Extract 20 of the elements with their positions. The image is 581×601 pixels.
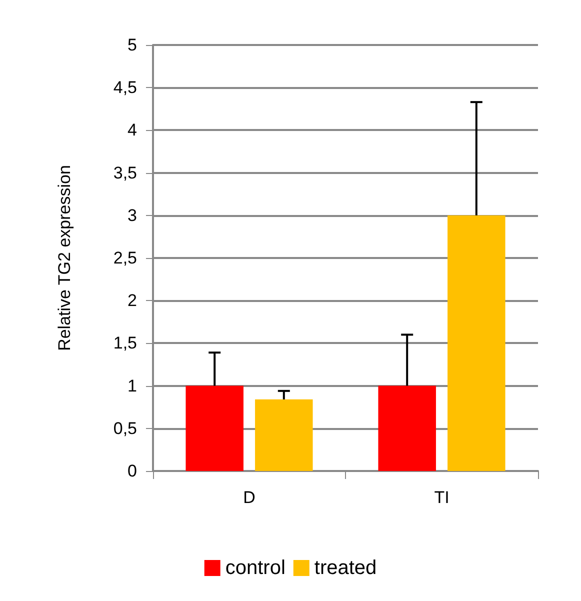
y-tick-label: 2,5 [113, 248, 137, 268]
y-tick-label: 0 [128, 462, 137, 480]
y-axis-title: Relative TG2 expression [55, 165, 74, 351]
bar [255, 399, 313, 471]
legend-label: control [225, 557, 286, 579]
bar [186, 386, 244, 471]
x-tick-label: TI [434, 488, 450, 507]
legend-label: treated [314, 557, 377, 579]
y-tick-label: 1,5 [113, 334, 137, 353]
y-tick-label: 4,5 [113, 78, 137, 98]
y-tick-label: 3 [128, 206, 137, 225]
y-tick-label: 1 [128, 376, 137, 396]
x-tick-label: D [243, 488, 256, 507]
bar [448, 215, 506, 471]
y-tick-label: 0,5 [113, 418, 137, 438]
y-tick-label: 5 [128, 36, 137, 54]
y-tick-label: 4 [128, 120, 137, 140]
bar [378, 386, 436, 471]
y-tick-label: 3,5 [113, 163, 137, 182]
y-tick-label: 2 [128, 291, 137, 310]
